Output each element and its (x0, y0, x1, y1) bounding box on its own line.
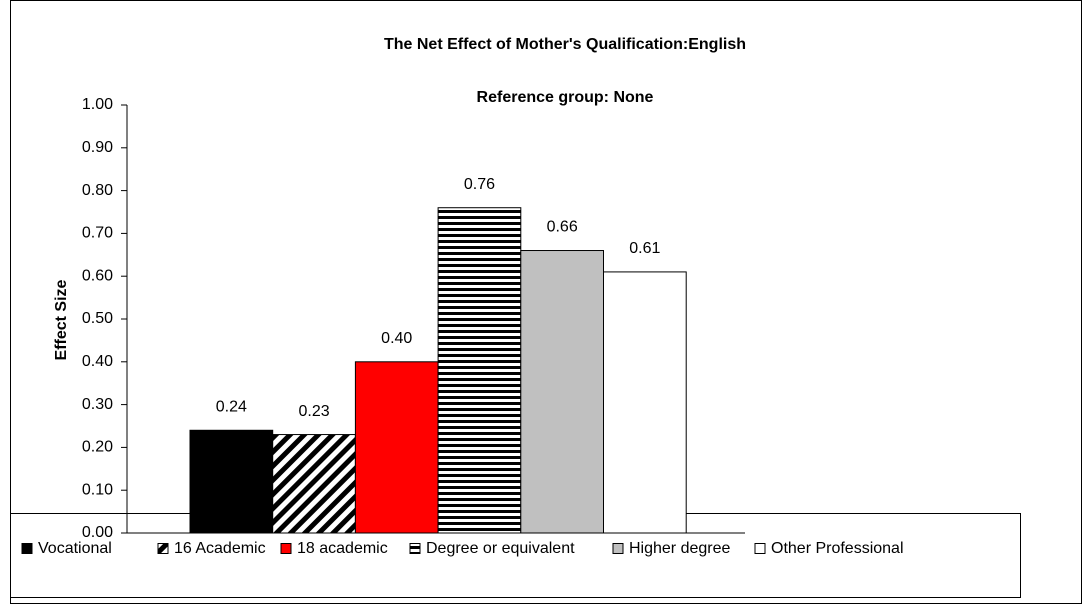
bar (520, 250, 604, 534)
bar (603, 271, 687, 534)
y-tick-label: 0.40 (82, 353, 113, 370)
y-tick-label: 0.90 (82, 139, 113, 156)
value-label: 0.61 (629, 240, 660, 257)
y-axis-label: Effect Size (53, 279, 70, 360)
bar (189, 429, 274, 534)
bar (437, 207, 522, 534)
value-label: 0.76 (464, 176, 495, 193)
legend-swatch (409, 543, 421, 554)
value-label: 0.23 (298, 403, 329, 420)
bar (354, 361, 439, 534)
chart-title: The Net Effect of Mother's Qualification… (384, 36, 746, 53)
y-tick-label: 1.00 (82, 96, 113, 113)
legend-swatch (612, 543, 624, 554)
legend-label: 16 Academic (174, 540, 266, 557)
value-label: 0.40 (381, 330, 412, 347)
legend-swatch (754, 543, 766, 554)
legend-swatch (157, 543, 169, 554)
y-tick-label: 0.80 (82, 182, 113, 199)
legend-swatch (21, 543, 33, 554)
y-tick-label: 0.30 (82, 396, 113, 413)
legend-label: Higher degree (629, 540, 731, 557)
legend-label: Vocational (38, 540, 112, 557)
y-tick-label: 0.20 (82, 439, 113, 456)
value-label: 0.66 (547, 219, 578, 236)
legend-label: Degree or equivalent (426, 540, 575, 557)
legend-label: Other Professional (771, 540, 904, 557)
legend-swatch (280, 543, 292, 554)
legend-label: 18 academic (297, 540, 388, 557)
y-tick-label: 0.60 (82, 267, 113, 284)
chart-subtitle: Reference group: None (477, 89, 654, 106)
y-tick-label: 0.00 (82, 524, 113, 541)
value-label: 0.24 (216, 398, 247, 415)
y-tick-label: 0.70 (82, 225, 113, 242)
bar (272, 434, 356, 534)
y-tick-label: 0.10 (82, 481, 113, 498)
y-tick-label: 0.50 (82, 310, 113, 327)
